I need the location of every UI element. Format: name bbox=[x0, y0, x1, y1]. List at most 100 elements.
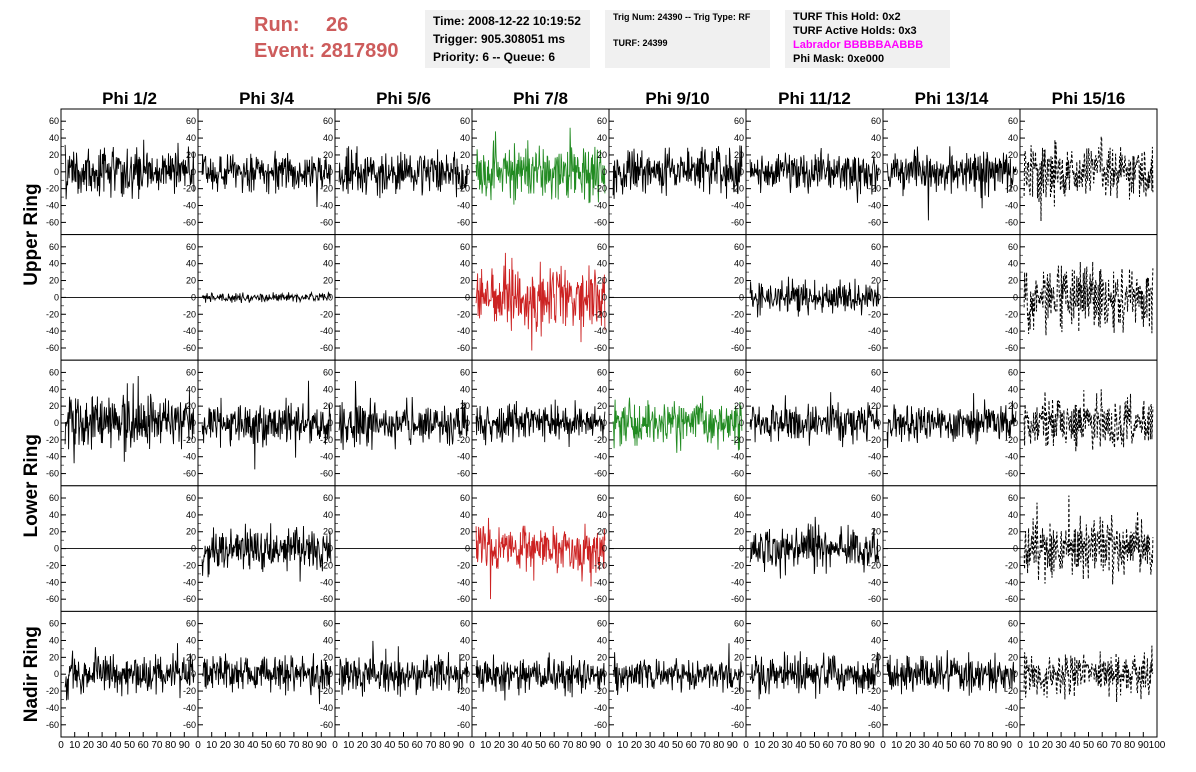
y-tick-label: 20 bbox=[49, 401, 59, 411]
x-tick-label: 50 bbox=[535, 740, 547, 751]
y-tick-label: -40 bbox=[594, 577, 607, 587]
y-tick-label: 0 bbox=[191, 544, 196, 554]
y-tick-label: -20 bbox=[731, 309, 744, 319]
y-tick-label: -20 bbox=[1005, 560, 1018, 570]
y-tick-label: -60 bbox=[868, 343, 881, 353]
y-tick-label: 0 bbox=[328, 669, 333, 679]
x-tick-label: 80 bbox=[850, 740, 862, 751]
x-tick-label: 40 bbox=[384, 740, 396, 751]
waveform-panel: -60 -40 -20 0 20 40 60 bbox=[594, 108, 747, 236]
x-tick-label: 20 bbox=[357, 740, 369, 751]
y-tick-label: -60 bbox=[868, 217, 881, 227]
y-tick-label: -60 bbox=[731, 720, 744, 730]
waveform-panel: -60 -40 -20 0 20 40 60 bbox=[594, 359, 747, 487]
y-tick-label: -40 bbox=[1005, 577, 1018, 587]
waveform-trace bbox=[475, 652, 606, 701]
y-tick-label: 40 bbox=[49, 259, 59, 269]
y-tick-label: 40 bbox=[871, 133, 881, 143]
y-tick-label: 60 bbox=[734, 619, 744, 629]
y-tick-label: 40 bbox=[186, 510, 196, 520]
y-tick-label: 20 bbox=[460, 276, 470, 286]
waveform-panel: -60 -40 -20 0 20 40 60 bbox=[731, 234, 884, 361]
y-tick-label: 40 bbox=[597, 510, 607, 520]
y-tick-label: 60 bbox=[460, 619, 470, 629]
y-tick-label: 60 bbox=[871, 367, 881, 377]
y-tick-label: -40 bbox=[594, 201, 607, 211]
x-tick-label: 50 bbox=[124, 740, 136, 751]
y-tick-label: 60 bbox=[1008, 242, 1018, 252]
y-tick-label: -20 bbox=[731, 435, 744, 445]
x-tick-label: 70 bbox=[151, 740, 163, 751]
y-tick-label: 0 bbox=[739, 418, 744, 428]
time-text: Time: 2008-12-22 10:19:52 bbox=[433, 14, 581, 28]
y-tick-label: -20 bbox=[1005, 686, 1018, 696]
waveform-trace bbox=[612, 395, 743, 453]
y-tick-label: -40 bbox=[46, 577, 59, 587]
x-tick-label: 80 bbox=[302, 740, 314, 751]
x-tick-label: 70 bbox=[836, 740, 848, 751]
x-tick-label: 60 bbox=[412, 740, 424, 751]
x-tick-label: 40 bbox=[1069, 740, 1081, 751]
waveform-trace bbox=[886, 650, 1017, 696]
y-tick-label: -60 bbox=[594, 469, 607, 479]
y-tick-label: -60 bbox=[46, 720, 59, 730]
waveform-panel: -60 -40 -20 0 20 40 60 bbox=[457, 359, 610, 487]
y-tick-label: -20 bbox=[868, 686, 881, 696]
x-tick-label: 0 bbox=[880, 740, 886, 751]
y-tick-label: -60 bbox=[1005, 217, 1018, 227]
x-tick-label: 50 bbox=[1083, 740, 1095, 751]
column-header: Phi 7/8 bbox=[513, 89, 568, 108]
waveform-trace bbox=[886, 393, 1017, 448]
y-tick-label: 20 bbox=[49, 527, 59, 537]
y-tick-label: -60 bbox=[594, 217, 607, 227]
y-tick-label: -20 bbox=[594, 560, 607, 570]
y-tick-label: 0 bbox=[1013, 544, 1018, 554]
waveform-trace bbox=[201, 290, 331, 304]
y-tick-label: -20 bbox=[1005, 184, 1018, 194]
y-tick-label: -40 bbox=[594, 326, 607, 336]
y-tick-label: -20 bbox=[320, 184, 333, 194]
event-label: Event: bbox=[254, 40, 316, 62]
y-tick-label: 20 bbox=[186, 652, 196, 662]
y-tick-label: -40 bbox=[868, 201, 881, 211]
y-tick-label: -60 bbox=[320, 594, 333, 604]
y-tick-label: 0 bbox=[54, 418, 59, 428]
x-tick-label: 60 bbox=[138, 740, 150, 751]
waveform-panel: -60 -40 -20 0 20 40 60 bbox=[183, 108, 336, 236]
waveform-panel: -60 -40 -20 0 20 40 60 bbox=[1005, 485, 1158, 612]
y-tick-label: 20 bbox=[460, 652, 470, 662]
waveform-panel: -60 -40 -20 0 20 40 60 bbox=[46, 485, 199, 612]
y-tick-label: 20 bbox=[1008, 276, 1018, 286]
y-tick-label: 60 bbox=[734, 116, 744, 126]
waveform-panel: -60 -40 -20 0 20 40 60 bbox=[594, 234, 747, 361]
waveform-trace bbox=[64, 139, 195, 200]
x-tick-label: 90 bbox=[727, 740, 739, 751]
y-tick-label: -20 bbox=[183, 184, 196, 194]
waveform-panel: -60 -40 -20 0 20 40 60 bbox=[457, 485, 610, 612]
event-value: 2817890 bbox=[320, 40, 399, 62]
y-tick-label: -20 bbox=[46, 560, 59, 570]
y-tick-label: 60 bbox=[597, 367, 607, 377]
y-tick-label: 20 bbox=[323, 276, 333, 286]
y-tick-label: 0 bbox=[876, 418, 881, 428]
waveform-trace bbox=[338, 146, 469, 199]
y-tick-label: -20 bbox=[731, 560, 744, 570]
x-tick-label: 90 bbox=[179, 740, 191, 751]
y-tick-label: -40 bbox=[183, 452, 196, 462]
y-tick-label: -20 bbox=[183, 686, 196, 696]
y-tick-label: 20 bbox=[460, 150, 470, 160]
y-tick-label: 20 bbox=[597, 401, 607, 411]
y-tick-label: 0 bbox=[876, 669, 881, 679]
waveform-panel: -60 -40 -20 0 20 40 60 bbox=[183, 485, 336, 612]
y-tick-label: -60 bbox=[183, 594, 196, 604]
y-tick-label: -20 bbox=[868, 435, 881, 445]
x-tick-label: 80 bbox=[713, 740, 725, 751]
y-tick-label: 20 bbox=[1008, 401, 1018, 411]
turf-this-hold-text: TURF This Hold: 0x2 bbox=[793, 11, 901, 23]
y-tick-label: 0 bbox=[328, 418, 333, 428]
y-tick-label: 20 bbox=[1008, 527, 1018, 537]
y-tick-label: -20 bbox=[183, 560, 196, 570]
y-tick-label: 60 bbox=[871, 242, 881, 252]
